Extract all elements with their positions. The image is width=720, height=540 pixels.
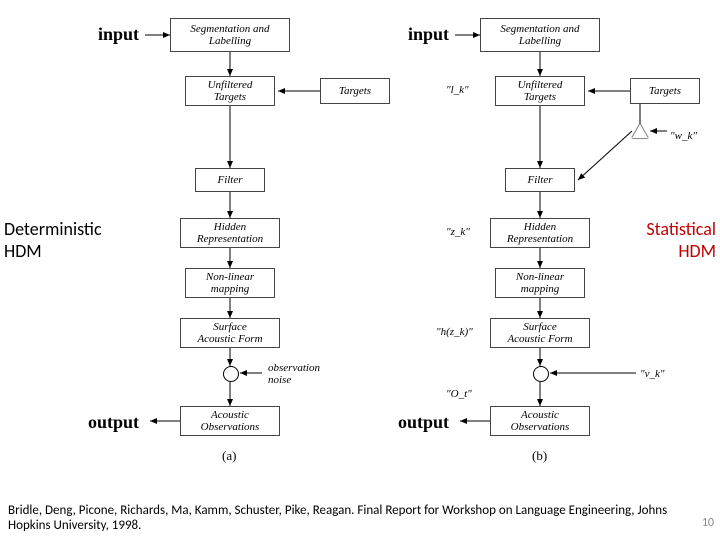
sum-node-b — [533, 366, 549, 382]
ot-label: "O_t" — [446, 388, 472, 400]
box-nonlin-b: Non-linearmapping — [495, 268, 585, 298]
box-seg-b: Segmentation andLabelling — [480, 18, 600, 52]
subfigure-b-label: (b) — [532, 448, 547, 464]
vk-label: "v_k" — [640, 368, 665, 380]
box-nonlin-a: Non-linearmapping — [185, 268, 275, 298]
box-seg-a: Segmentation andLabelling — [170, 18, 290, 52]
box-surface-b: SurfaceAcoustic Form — [490, 318, 590, 348]
box-unfilt-a: UnfilteredTargets — [185, 76, 275, 106]
input-label-b: input — [408, 24, 449, 45]
box-targets-a: Targets — [320, 78, 390, 104]
box-surface-a: SurfaceAcoustic Form — [180, 318, 280, 348]
box-hidden-b: HiddenRepresentation — [490, 218, 590, 248]
hzk-label: "h(z_k)" — [436, 326, 473, 338]
subfigure-a-label: (a) — [222, 448, 236, 464]
output-label-b: output — [398, 412, 449, 433]
lk-label: "l_k" — [446, 84, 469, 96]
input-label-a: input — [98, 24, 139, 45]
obs-noise-label-a: observationnoise — [268, 362, 320, 386]
page-number: 10 — [702, 516, 714, 530]
zk-label: "z_k" — [446, 226, 470, 238]
box-hidden-a: HiddenRepresentation — [180, 218, 280, 248]
box-acoust-a: AcousticObservations — [180, 406, 280, 436]
sum-node-a — [223, 366, 239, 382]
box-filter-a: Filter — [195, 168, 265, 192]
mult-node-wk — [632, 124, 648, 138]
statistical-hdm-label: StatisticalHDM — [616, 218, 716, 262]
box-filter-b: Filter — [505, 168, 575, 192]
deterministic-hdm-label: DeterministicHDM — [4, 218, 134, 262]
wk-label: "w_k" — [670, 130, 697, 142]
box-unfilt-b: UnfilteredTargets — [495, 76, 585, 106]
box-targets-b: Targets — [630, 78, 700, 104]
citation-text: Bridle, Deng, Picone, Richards, Ma, Kamm… — [8, 503, 690, 534]
box-acoust-b: AcousticObservations — [490, 406, 590, 436]
output-label-a: output — [88, 412, 139, 433]
